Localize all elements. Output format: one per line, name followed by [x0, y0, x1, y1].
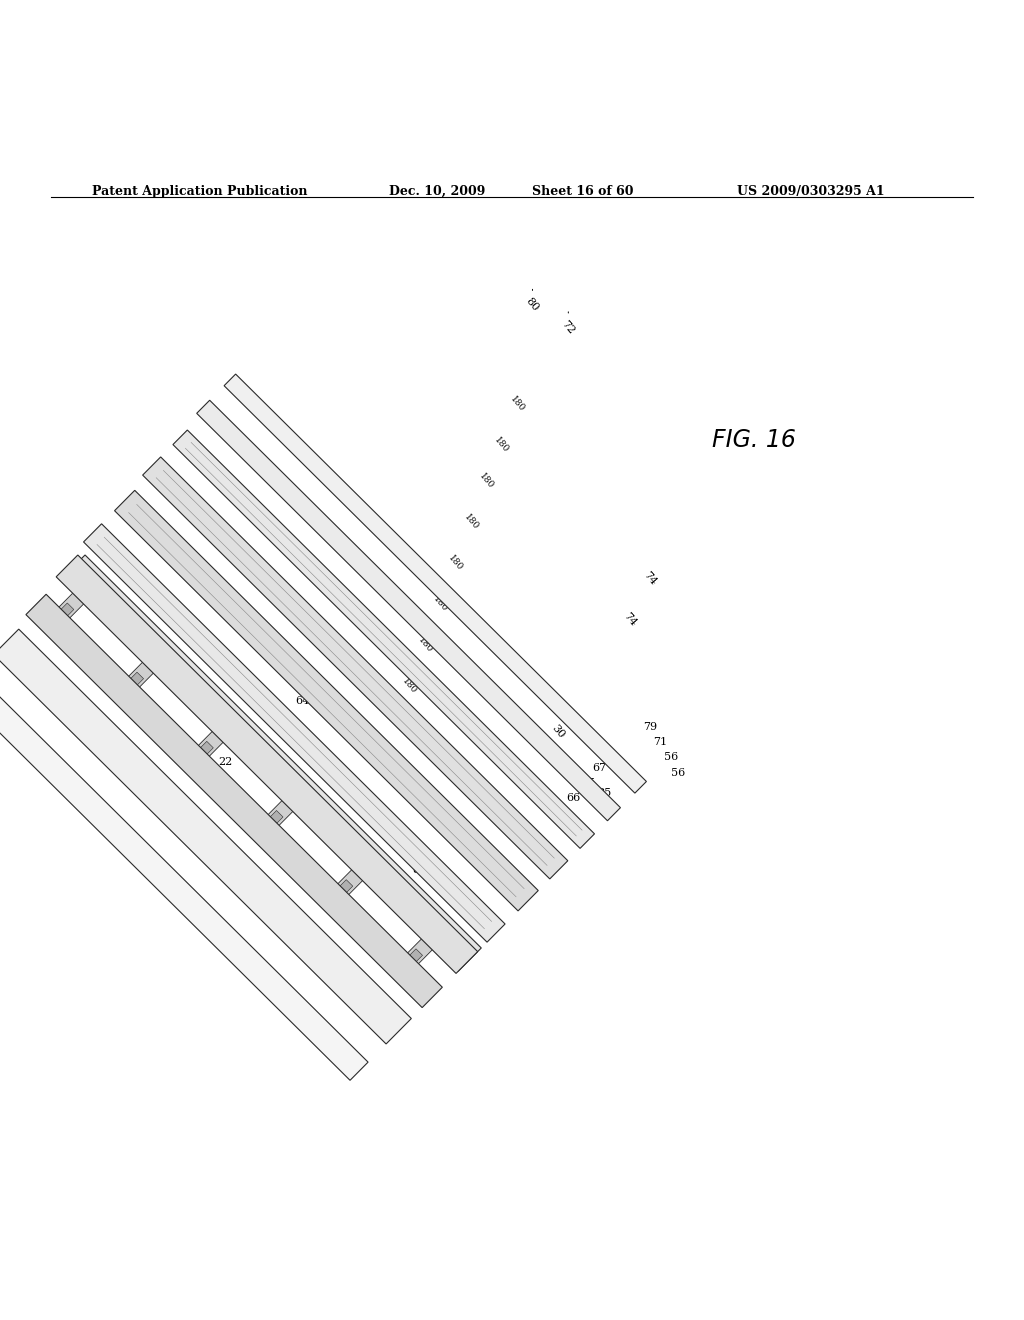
Polygon shape: [56, 554, 477, 973]
Polygon shape: [257, 799, 295, 837]
Polygon shape: [48, 591, 86, 628]
Text: 82: 82: [413, 865, 427, 875]
Polygon shape: [406, 949, 423, 966]
Polygon shape: [173, 430, 595, 849]
Polygon shape: [127, 672, 143, 689]
Text: 74: 74: [642, 569, 658, 586]
Polygon shape: [0, 676, 368, 1080]
Polygon shape: [118, 660, 156, 698]
Text: 180: 180: [446, 553, 465, 572]
Text: 64: 64: [295, 696, 309, 706]
Text: 180: 180: [508, 395, 526, 413]
Polygon shape: [84, 524, 505, 942]
Text: 56: 56: [664, 752, 678, 762]
Polygon shape: [142, 457, 568, 879]
Text: 62: 62: [541, 804, 555, 813]
Text: 180: 180: [400, 676, 419, 696]
Polygon shape: [0, 630, 412, 1044]
Text: 72: 72: [560, 312, 577, 335]
Polygon shape: [56, 603, 74, 620]
Text: 180: 180: [462, 512, 480, 531]
Polygon shape: [336, 879, 353, 896]
Text: 180: 180: [431, 594, 450, 614]
Polygon shape: [397, 937, 434, 974]
Polygon shape: [115, 490, 539, 911]
Text: 180: 180: [493, 436, 511, 454]
Polygon shape: [197, 400, 621, 821]
Text: 65: 65: [582, 777, 596, 788]
Text: 79: 79: [643, 722, 657, 731]
Text: 180: 180: [416, 635, 434, 655]
Polygon shape: [62, 554, 481, 972]
Text: FIG. 16: FIG. 16: [712, 428, 796, 451]
Text: 84: 84: [433, 875, 447, 886]
Polygon shape: [197, 742, 213, 759]
Text: 180: 180: [477, 471, 496, 490]
Polygon shape: [26, 594, 442, 1007]
Polygon shape: [266, 810, 283, 828]
Text: Dec. 10, 2009: Dec. 10, 2009: [389, 185, 485, 198]
Text: Sheet 16 of 60: Sheet 16 of 60: [532, 185, 634, 198]
Text: 22: 22: [218, 758, 232, 767]
Text: 56: 56: [671, 768, 685, 777]
Text: 67: 67: [592, 763, 606, 772]
Text: Patent Application Publication: Patent Application Publication: [92, 185, 307, 198]
Text: 80: 80: [524, 289, 541, 313]
Text: 30: 30: [550, 723, 566, 741]
Polygon shape: [187, 730, 225, 767]
Text: US 2009/0303295 A1: US 2009/0303295 A1: [737, 185, 885, 198]
Text: 71: 71: [653, 737, 668, 747]
Text: 74: 74: [622, 610, 638, 628]
Polygon shape: [224, 374, 646, 793]
Text: 66: 66: [566, 793, 581, 804]
Text: 85: 85: [597, 788, 611, 799]
Polygon shape: [327, 867, 365, 906]
